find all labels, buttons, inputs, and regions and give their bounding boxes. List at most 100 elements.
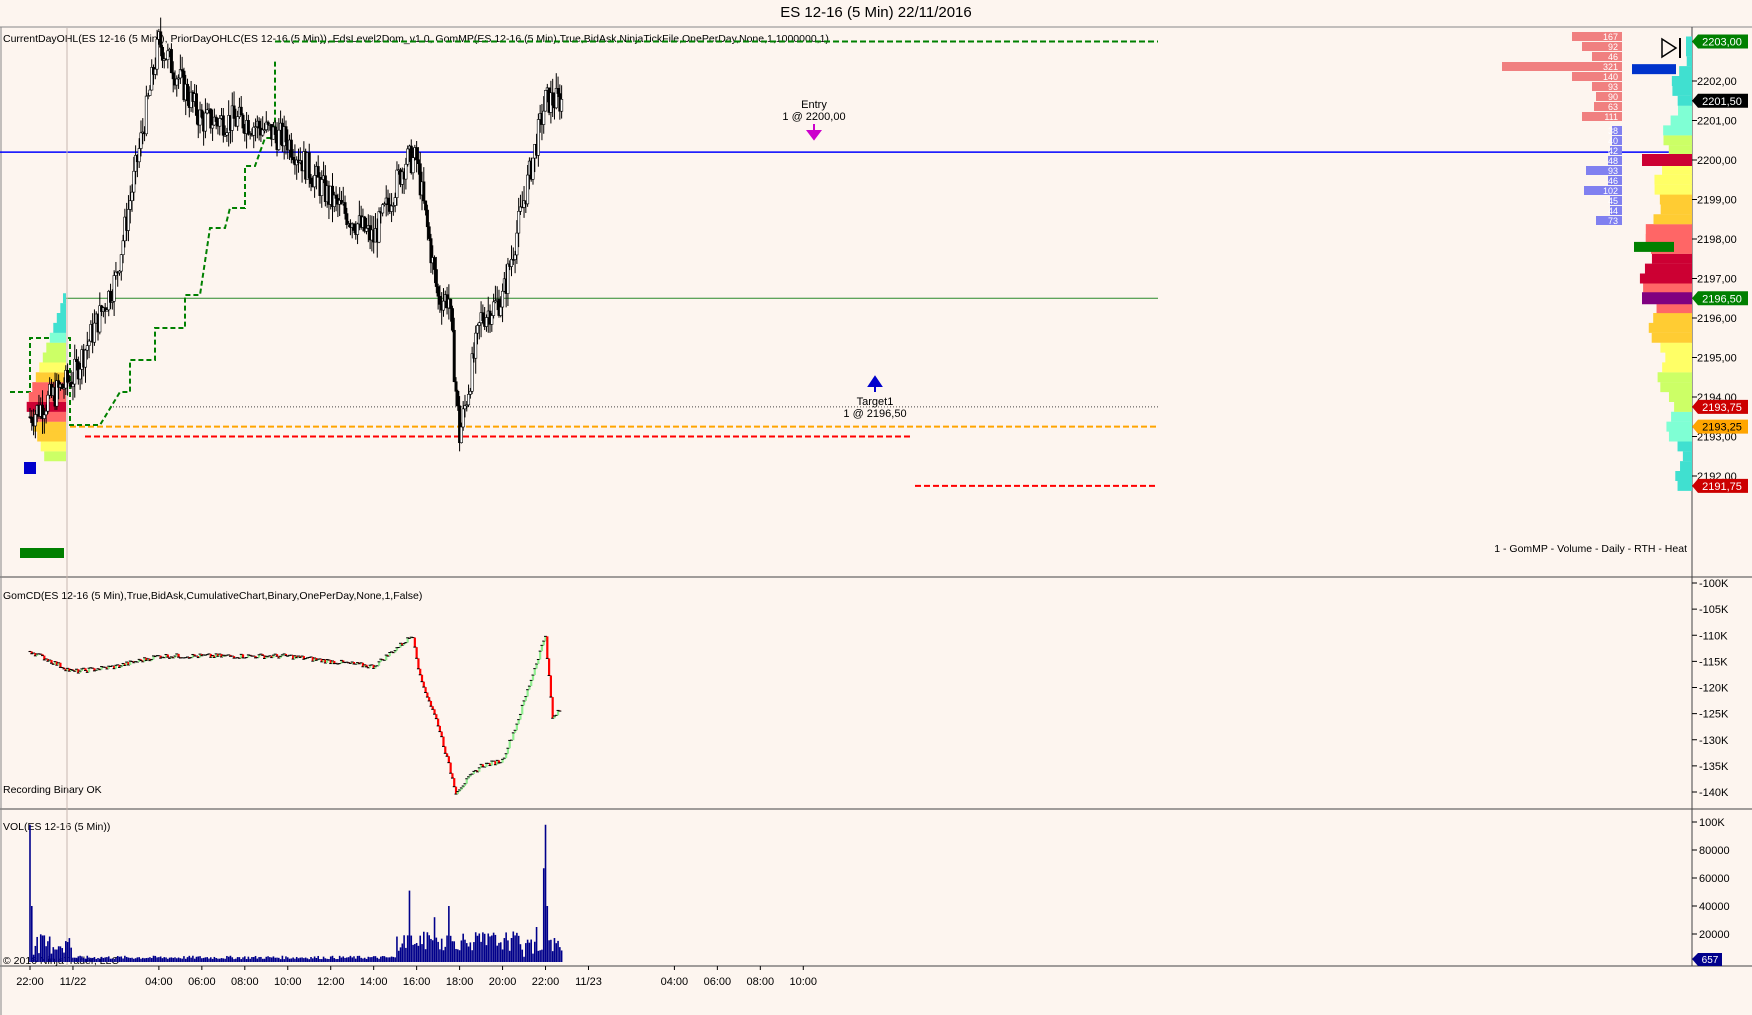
candle-body <box>542 110 546 125</box>
candle <box>492 293 496 319</box>
candle-body <box>254 126 258 128</box>
left-profile-bar <box>53 322 66 333</box>
candle-body <box>110 300 114 303</box>
candle-body <box>55 380 59 407</box>
candle-body <box>352 223 356 231</box>
cd-tick-label: -120K <box>1699 683 1729 695</box>
candle <box>128 185 132 224</box>
dom-bid-row: 102 <box>1584 186 1622 196</box>
entry-label: Entry <box>801 99 827 111</box>
candle <box>166 43 170 69</box>
candle-body <box>544 90 548 112</box>
candle-body <box>441 300 445 311</box>
profile-bar <box>1686 46 1692 57</box>
x-tick-label: 11/23 <box>575 976 602 988</box>
candle <box>155 29 159 76</box>
target-annotation[interactable]: Target1 1 @ 2196,50 <box>843 375 907 420</box>
candle-body <box>560 99 564 112</box>
profile-bar <box>1654 174 1692 185</box>
candle <box>134 145 138 185</box>
candle <box>339 190 343 205</box>
candle <box>441 288 445 317</box>
candle <box>209 108 213 134</box>
dom-bid-row: 44 <box>1608 206 1622 216</box>
profile-bar <box>1668 431 1692 442</box>
vol-tick-label: 20000 <box>1699 929 1730 941</box>
candle-body <box>178 69 182 79</box>
candle <box>526 165 530 207</box>
dom-ask-bar <box>1596 92 1622 101</box>
candle <box>404 157 408 190</box>
candle-body <box>103 307 107 312</box>
candle <box>386 189 390 216</box>
candle <box>313 164 317 198</box>
dom-ask-bar <box>1582 112 1622 121</box>
profile-bar <box>1659 194 1692 205</box>
candle <box>261 116 265 137</box>
candle-body <box>223 134 227 137</box>
candle-body <box>264 121 268 130</box>
x-tick-label: 04:00 <box>661 976 689 988</box>
candle <box>551 78 555 117</box>
candle <box>42 407 46 434</box>
candle-body <box>289 139 293 158</box>
candle-body <box>209 108 213 129</box>
scroll-to-end-icon[interactable] <box>1661 37 1681 59</box>
candle <box>119 254 123 281</box>
dom-ask-bar <box>1572 32 1622 41</box>
candle <box>481 304 485 325</box>
candle <box>436 283 440 310</box>
dom-bid-row: 46 <box>1608 176 1622 186</box>
entry-annotation[interactable]: Entry 1 @ 2200,00 <box>782 99 846 141</box>
candle <box>246 114 250 136</box>
candle-body <box>450 308 454 331</box>
x-tick-label: 12:00 <box>317 976 345 988</box>
candle-body <box>218 118 222 127</box>
candle-body <box>463 405 467 410</box>
candle-body <box>415 147 419 161</box>
profile-bar <box>1651 253 1692 264</box>
dom-bid-bar <box>1610 206 1622 215</box>
candle-body <box>474 332 478 359</box>
x-tick-label: 11/22 <box>60 976 87 988</box>
x-tick-label: 22:00 <box>532 976 560 988</box>
dom-bid-size: 40 <box>1608 136 1618 146</box>
candle-body <box>291 156 295 161</box>
candle-body <box>363 216 367 232</box>
candle-body <box>200 109 204 118</box>
candle-body <box>390 205 394 212</box>
profile-bar <box>1670 115 1692 126</box>
dom-ask-row: 140 <box>1572 72 1622 82</box>
left-profile-bar <box>46 342 66 353</box>
volume-series <box>29 824 563 962</box>
dom-ask-row: 90 <box>1596 92 1622 102</box>
left-profile-bar <box>37 431 66 442</box>
candle-body <box>214 116 218 122</box>
candle-body <box>551 92 555 106</box>
cd-tick-label: -100K <box>1699 578 1729 590</box>
candle-body <box>345 213 349 226</box>
price-tick-label: 2202,00 <box>1697 76 1737 88</box>
candle <box>75 349 79 371</box>
profile-bar <box>1651 332 1692 343</box>
candle <box>98 292 102 335</box>
dom-ask-row: 46 <box>1592 52 1622 62</box>
candle <box>254 118 258 142</box>
candle <box>211 109 215 141</box>
candle <box>214 114 218 130</box>
candle <box>515 220 519 264</box>
candle-body <box>484 317 488 327</box>
candle-body <box>150 67 154 91</box>
profile-bar <box>1665 352 1692 363</box>
candle <box>560 85 564 119</box>
candle-body <box>465 404 469 407</box>
x-tick-label: 04:00 <box>145 976 173 988</box>
candle-body <box>105 309 109 312</box>
candle-body <box>515 232 519 256</box>
candle <box>458 396 462 452</box>
x-tick-label: 22:00 <box>16 976 44 988</box>
candle <box>433 255 437 284</box>
candle-body <box>114 271 118 276</box>
cumulative-delta-series <box>28 635 562 795</box>
